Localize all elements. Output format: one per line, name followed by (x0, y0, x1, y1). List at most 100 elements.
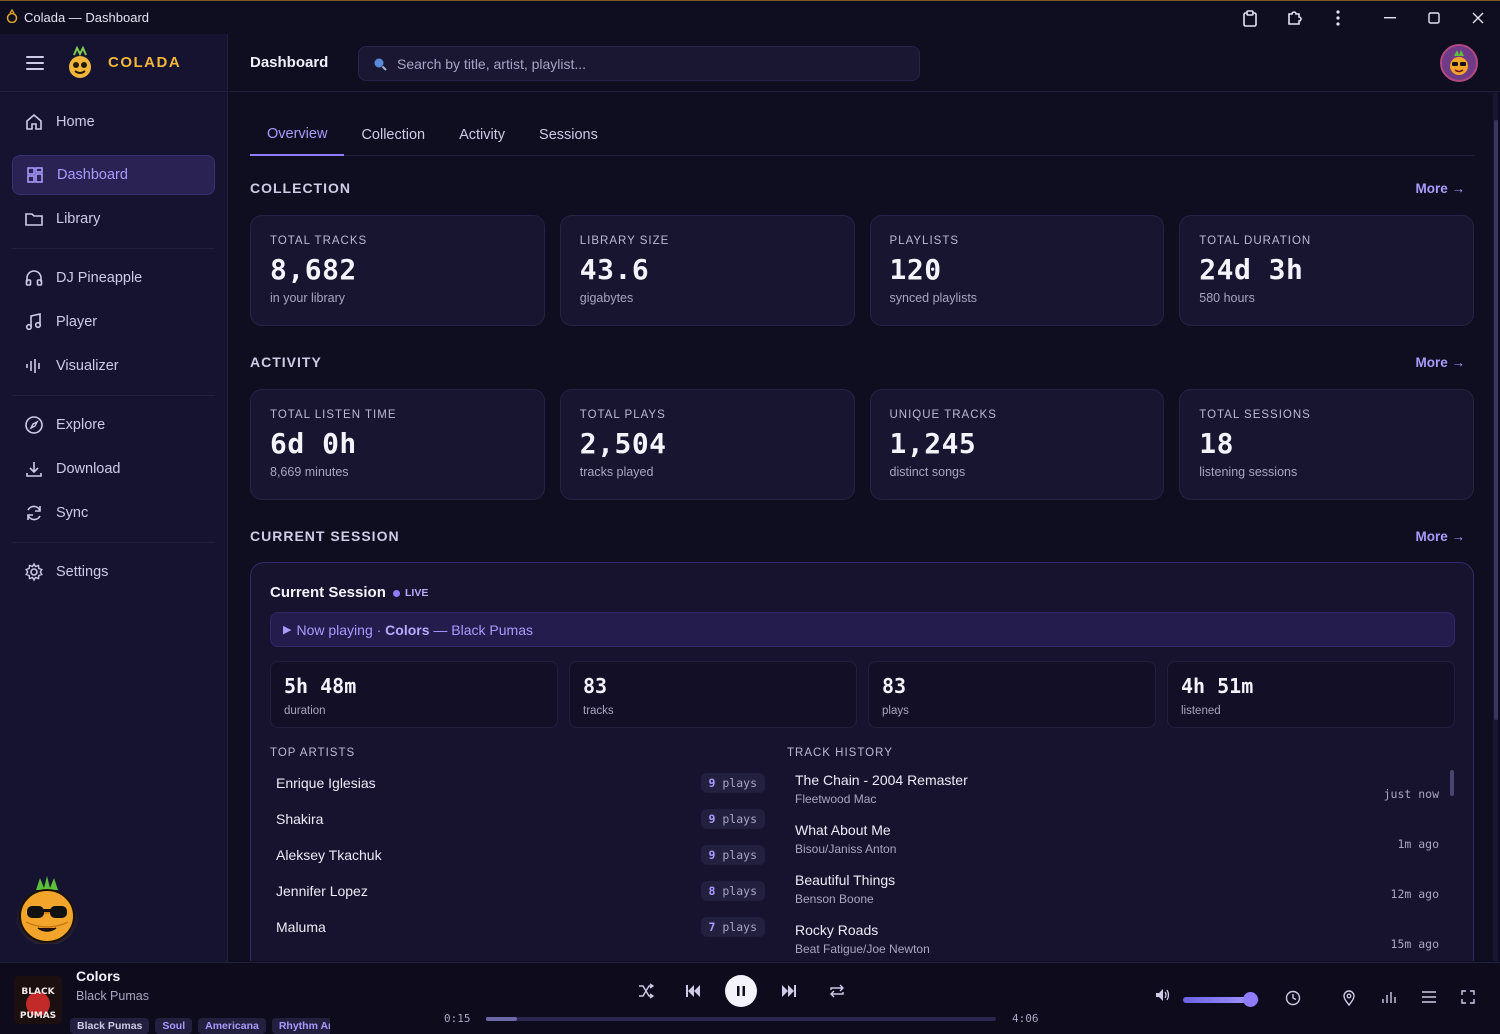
history-row[interactable]: Beautiful Things Benson Boone 12m ago (787, 865, 1442, 915)
tag-chip[interactable]: Americana (198, 1018, 266, 1034)
volume-slider[interactable] (1183, 992, 1259, 1007)
tab-activity[interactable]: Activity (459, 126, 506, 143)
track-history-heading: TRACK HISTORY (787, 747, 893, 759)
session-stat-plays: 83 plays (868, 661, 1156, 728)
history-title: The Chain - 2004 Remaster (795, 772, 968, 788)
history-row[interactable]: What About Me Bisou/Janiss Anton 1m ago (787, 815, 1442, 865)
sidebar-item-settings[interactable]: Settings (12, 552, 215, 592)
history-clock-icon[interactable] (1285, 990, 1301, 1011)
top-artists-heading: TOP ARTISTS (270, 747, 356, 759)
minimize-icon[interactable] (1368, 1, 1412, 35)
close-icon[interactable] (1456, 1, 1500, 35)
sidebar-item-label: Library (56, 211, 101, 227)
artist-row[interactable]: Jennifer Lopez 8 plays (270, 873, 765, 909)
player-track-artist[interactable]: Black Pumas (76, 989, 149, 1003)
session-stat-label: listened (1181, 705, 1221, 717)
player-track-title[interactable]: Colors (76, 968, 121, 984)
collection-more-link[interactable]: More → (1415, 181, 1465, 196)
divider (12, 542, 215, 543)
session-more-link[interactable]: More → (1415, 529, 1465, 544)
album-cover[interactable]: BLACK PUMAS (14, 976, 62, 1024)
session-stat-tracks: 83 tracks (569, 661, 857, 728)
now-playing-prefix: Now playing · (296, 621, 386, 638)
stat-card-total-duration: TOTAL DURATION 24d 3h 580 hours (1179, 215, 1474, 326)
headphones-icon (25, 270, 43, 286)
sidebar-item-library[interactable]: Library (12, 199, 215, 239)
sidebar-item-home[interactable]: Home (12, 102, 215, 142)
sidebar-item-label: Explore (56, 417, 106, 433)
artist-row[interactable]: Shakira 9 plays (270, 801, 765, 837)
now-playing-banner[interactable]: ▶ Now playing · Colors — Black Pumas (270, 612, 1455, 647)
download-icon (26, 462, 42, 477)
history-scrollbar[interactable] (1450, 770, 1454, 796)
activity-more-link[interactable]: More → (1415, 355, 1465, 370)
live-label: LIVE (405, 587, 429, 599)
artist-row[interactable]: Maluma 7 plays (270, 909, 765, 945)
history-artist: Benson Boone (795, 892, 874, 906)
progress-bar[interactable] (486, 1017, 996, 1021)
play-count-pill: 8 plays (700, 881, 765, 901)
sidebar-item-label: Settings (56, 564, 109, 580)
search-input[interactable] (397, 55, 877, 72)
history-row[interactable]: The Chain - 2004 Remaster Fleetwood Mac ju… (787, 765, 1442, 815)
play-unit: plays (715, 848, 757, 862)
search-bar[interactable] (358, 46, 920, 81)
sidebar-item-download[interactable]: Download (12, 449, 215, 489)
volume-icon[interactable] (1155, 988, 1171, 1007)
tag-chip[interactable]: Black Pumas (70, 1018, 150, 1034)
current-time: 0:15 (444, 1012, 471, 1025)
sidebar-item-dashboard[interactable]: Dashboard (12, 155, 215, 195)
history-row[interactable]: Rocky Roads Beat Fatigue/Joe Newton 15m ag… (787, 915, 1442, 961)
puzzle-icon[interactable] (1272, 1, 1316, 35)
stat-sub: listening sessions (1199, 465, 1298, 479)
dashboard-content: Overview Collection Activity Sessions CO… (229, 93, 1491, 961)
stat-value: 24d 3h (1199, 253, 1304, 286)
kebab-menu-icon[interactable] (1316, 1, 1360, 35)
stat-card-total-plays: TOTAL PLAYS 2,504 tracks played (559, 389, 855, 500)
location-pin-icon[interactable] (1341, 990, 1357, 1011)
compass-icon (25, 416, 43, 434)
artist-name: Enrique Iglesias (276, 775, 376, 791)
tab-sessions[interactable]: Sessions (539, 126, 598, 143)
collection-cards: TOTAL TRACKS 8,682 in your library LIBRARY… (250, 215, 1474, 326)
equalizer-icon[interactable] (1381, 990, 1397, 1011)
sidebar-item-visualizer[interactable]: Visualizer (12, 346, 215, 386)
next-track-icon[interactable] (776, 978, 802, 1004)
tab-collection[interactable]: Collection (361, 126, 426, 143)
repeat-icon[interactable] (824, 978, 850, 1004)
maximize-icon[interactable] (1412, 1, 1456, 35)
sidebar-item-player[interactable]: Player (12, 302, 215, 342)
volume-knob[interactable] (1242, 992, 1258, 1007)
queue-list-icon[interactable] (1421, 990, 1437, 1009)
stat-label: LIBRARY SIZE (579, 235, 670, 247)
dj-pineapple-mascot-icon[interactable] (14, 874, 80, 944)
sidebar-item-dj-pineapple[interactable]: DJ Pineapple (12, 258, 215, 298)
current-session-heading: CURRENT SESSION (250, 528, 400, 544)
tag-chip[interactable]: Rhythm An (271, 1018, 330, 1034)
previous-track-icon[interactable] (680, 978, 706, 1004)
tag-chip[interactable]: Soul (155, 1018, 193, 1034)
history-time: 1m ago (1397, 837, 1439, 851)
sidebar-item-sync[interactable]: Sync (12, 493, 215, 533)
folder-icon (25, 213, 43, 226)
play-count: 7 (708, 920, 716, 934)
session-stat-duration: 5h 48m duration (270, 661, 558, 728)
fullscreen-icon[interactable] (1461, 990, 1475, 1009)
stat-value: 6d 0h (270, 427, 357, 460)
artist-row[interactable]: Aleksey Tkachuk 9 plays (270, 837, 765, 873)
artist-name: Jennifer Lopez (276, 883, 368, 899)
sidebar-item-explore[interactable]: Explore (12, 405, 215, 445)
hamburger-menu-icon[interactable] (26, 52, 44, 74)
stat-card-playlists: PLAYLISTS 120 synced playlists (869, 215, 1165, 326)
clipboard-icon[interactable] (1228, 1, 1272, 35)
shuffle-icon[interactable] (633, 978, 659, 1004)
activity-heading: ACTIVITY (250, 354, 322, 370)
main-scrollbar-thumb[interactable] (1494, 120, 1498, 720)
user-avatar[interactable] (1440, 44, 1478, 82)
play-triangle-icon: ▶ (283, 624, 292, 636)
stat-label: TOTAL TRACKS (270, 235, 368, 247)
pause-button[interactable] (725, 975, 757, 1007)
session-stat-label: tracks (583, 705, 614, 717)
artist-row[interactable]: Enrique Iglesias 9 plays (270, 765, 765, 801)
tab-overview[interactable]: Overview (250, 113, 345, 156)
